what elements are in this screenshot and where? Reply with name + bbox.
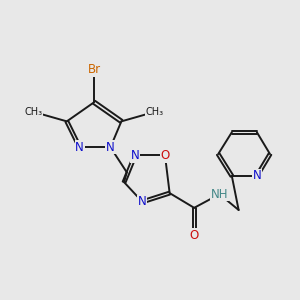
Text: N: N — [253, 169, 261, 182]
Text: O: O — [190, 229, 199, 242]
Text: N: N — [106, 141, 115, 154]
Text: N: N — [75, 141, 84, 154]
Text: NH: NH — [211, 188, 228, 201]
Text: CH₃: CH₃ — [146, 107, 164, 117]
Text: O: O — [160, 149, 169, 162]
Text: N: N — [138, 195, 147, 208]
Text: N: N — [130, 149, 140, 162]
Text: Br: Br — [88, 63, 101, 76]
Text: CH₃: CH₃ — [24, 107, 42, 117]
